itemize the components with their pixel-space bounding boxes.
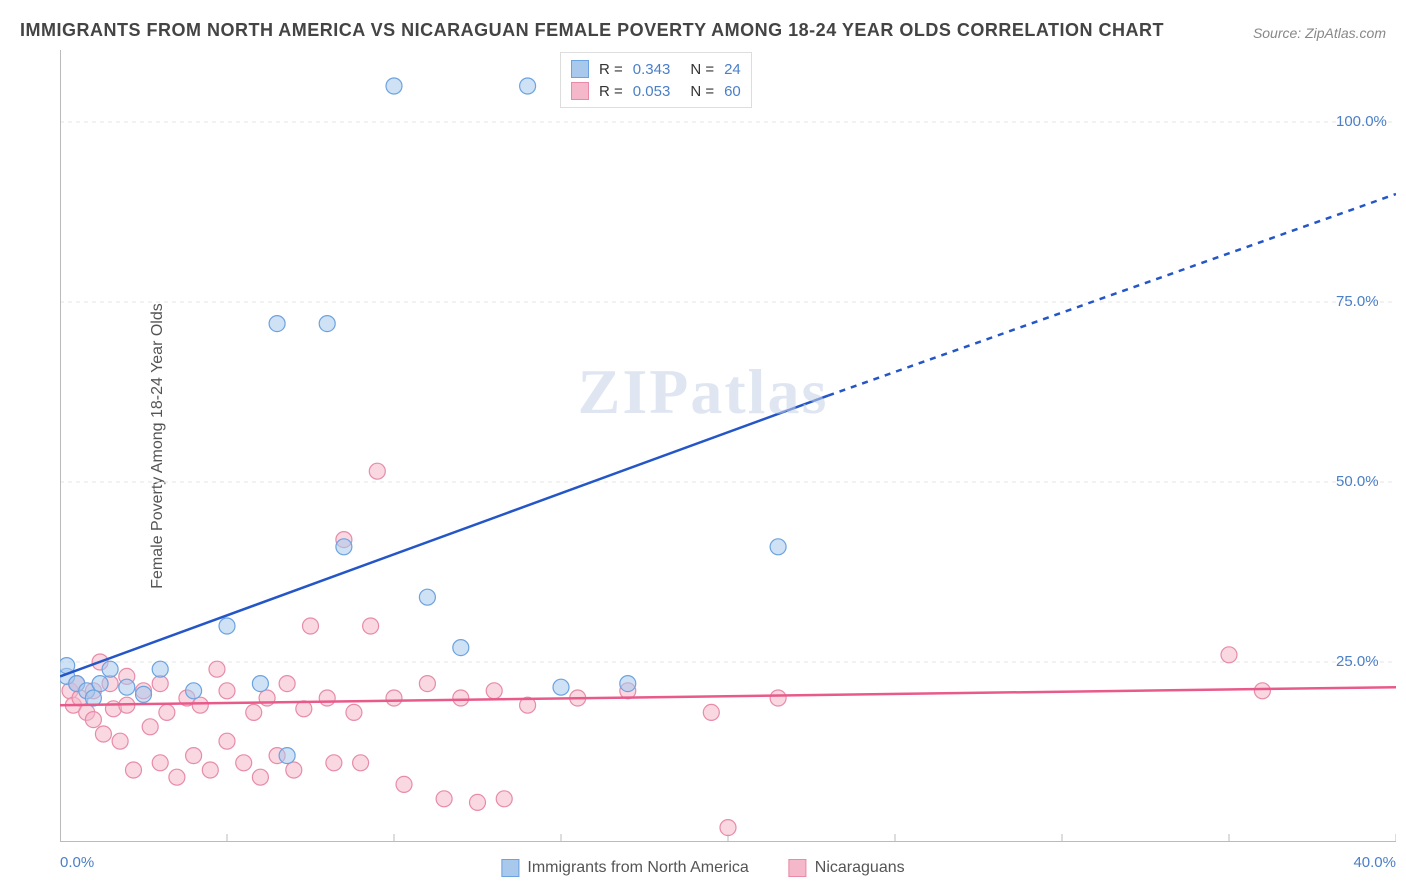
legend-r-value: 0.343 [633,61,671,78]
legend-swatch-icon [571,60,589,78]
scatter-plot [60,50,1396,842]
legend-swatch-icon [571,82,589,100]
legend-r-label: R = [599,61,623,78]
axis-tick-label: 40.0% [1353,854,1396,871]
legend-r-value: 0.053 [633,83,671,100]
correlation-legend: R = 0.343 N = 24 R = 0.053 N = 60 [560,52,752,108]
chart-container: IMMIGRANTS FROM NORTH AMERICA VS NICARAG… [0,0,1406,892]
legend-n-label: N = [690,61,714,78]
chart-source: Source: ZipAtlas.com [1253,25,1386,41]
legend-r-label: R = [599,83,623,100]
axis-tick-label: 25.0% [1336,653,1379,670]
legend-n-label: N = [690,83,714,100]
legend-n-value: 60 [724,83,741,100]
axis-tick-label: 75.0% [1336,293,1379,310]
legend-row: R = 0.053 N = 60 [571,80,741,102]
legend-label: Immigrants from North America [527,859,748,877]
legend-swatch-icon [789,859,807,877]
legend-swatch-icon [501,859,519,877]
legend-n-value: 24 [724,61,741,78]
series-legend: Immigrants from North America Nicaraguans [501,859,904,877]
legend-item: Immigrants from North America [501,859,748,877]
chart-title: IMMIGRANTS FROM NORTH AMERICA VS NICARAG… [20,20,1164,41]
axis-tick-label: 50.0% [1336,473,1379,490]
axis-tick-label: 0.0% [60,854,94,871]
legend-row: R = 0.343 N = 24 [571,58,741,80]
legend-label: Nicaraguans [815,859,905,877]
axis-tick-label: 100.0% [1336,113,1387,130]
legend-item: Nicaraguans [789,859,905,877]
